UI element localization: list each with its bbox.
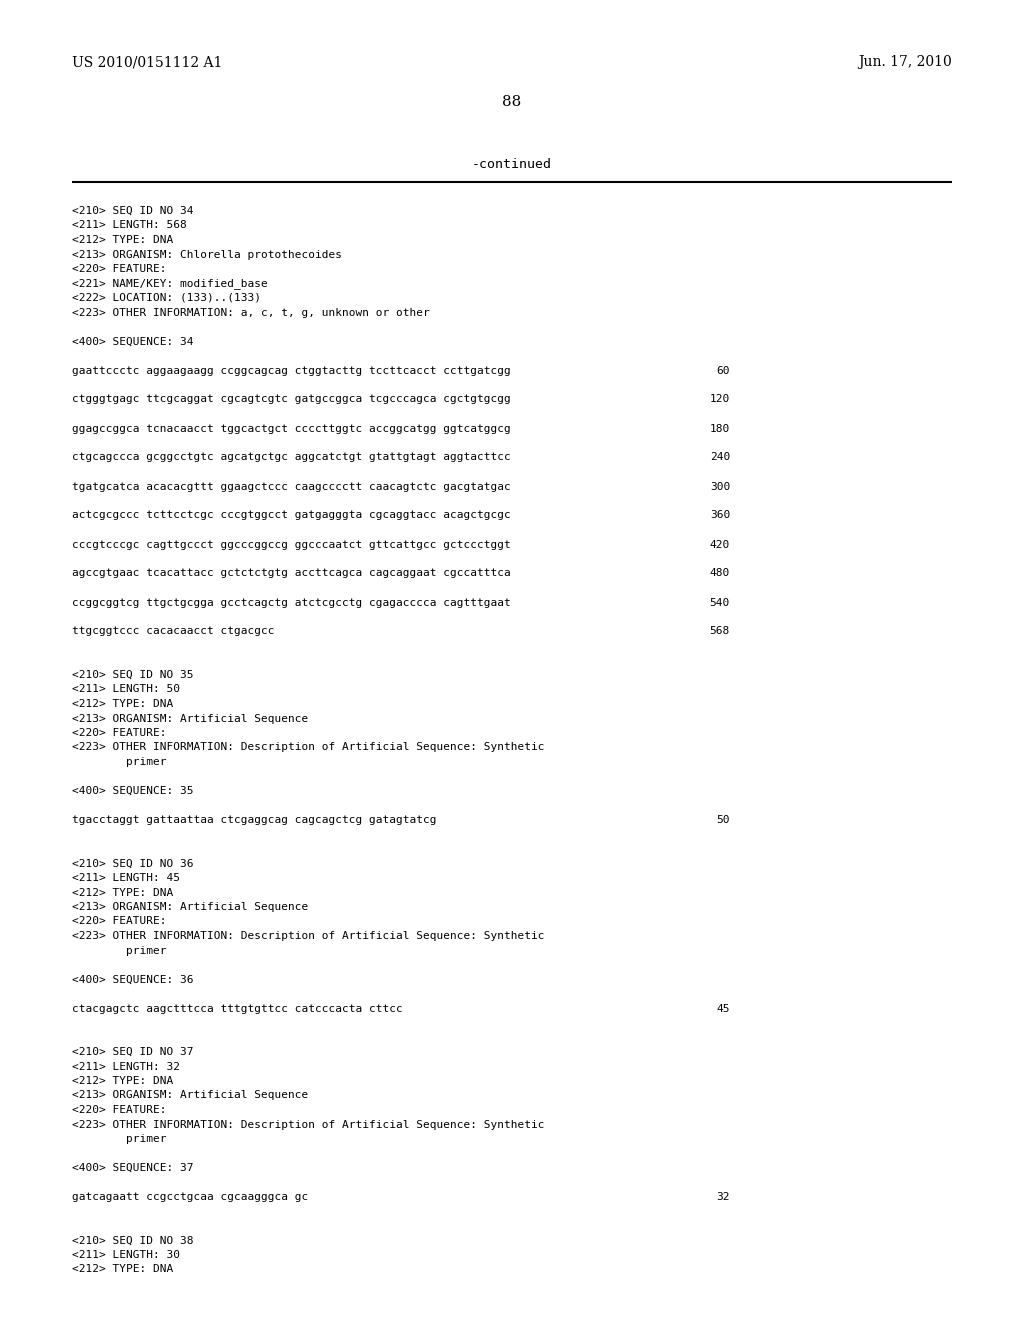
Text: 88: 88	[503, 95, 521, 110]
Text: cccgtcccgc cagttgccct ggcccggccg ggcccaatct gttcattgcc gctccctggt: cccgtcccgc cagttgccct ggcccggccg ggcccaa…	[72, 540, 511, 549]
Text: ctgggtgagc ttcgcaggat cgcagtcgtc gatgccggca tcgcccagca cgctgtgcgg: ctgggtgagc ttcgcaggat cgcagtcgtc gatgccg…	[72, 395, 511, 404]
Text: primer: primer	[72, 1134, 167, 1144]
Text: <212> TYPE: DNA: <212> TYPE: DNA	[72, 887, 173, 898]
Text: tgacctaggt gattaattaa ctcgaggcag cagcagctcg gatagtatcg: tgacctaggt gattaattaa ctcgaggcag cagcagc…	[72, 814, 436, 825]
Text: <210> SEQ ID NO 36: <210> SEQ ID NO 36	[72, 858, 194, 869]
Text: gatcagaatt ccgcctgcaa cgcaagggca gc: gatcagaatt ccgcctgcaa cgcaagggca gc	[72, 1192, 308, 1203]
Text: 32: 32	[717, 1192, 730, 1203]
Text: ctgcagccca gcggcctgtc agcatgctgc aggcatctgt gtattgtagt aggtacttcc: ctgcagccca gcggcctgtc agcatgctgc aggcatc…	[72, 453, 511, 462]
Text: <210> SEQ ID NO 35: <210> SEQ ID NO 35	[72, 671, 194, 680]
Text: <211> LENGTH: 45: <211> LENGTH: 45	[72, 873, 180, 883]
Text: 240: 240	[710, 453, 730, 462]
Text: ctacgagctc aagctttcca tttgtgttcc catcccacta cttcc: ctacgagctc aagctttcca tttgtgttcc catccca…	[72, 1003, 402, 1014]
Text: <212> TYPE: DNA: <212> TYPE: DNA	[72, 1265, 173, 1275]
Text: gaattccctc aggaagaagg ccggcagcag ctggtacttg tccttcacct ccttgatcgg: gaattccctc aggaagaagg ccggcagcag ctggtac…	[72, 366, 511, 375]
Text: ggagccggca tcnacaacct tggcactgct ccccttggtc accggcatgg ggtcatggcg: ggagccggca tcnacaacct tggcactgct ccccttg…	[72, 424, 511, 433]
Text: <400> SEQUENCE: 34: <400> SEQUENCE: 34	[72, 337, 194, 346]
Text: ccggcggtcg ttgctgcgga gcctcagctg atctcgcctg cgagacccca cagtttgaat: ccggcggtcg ttgctgcgga gcctcagctg atctcgc…	[72, 598, 511, 607]
Text: <400> SEQUENCE: 37: <400> SEQUENCE: 37	[72, 1163, 194, 1173]
Text: <211> LENGTH: 50: <211> LENGTH: 50	[72, 685, 180, 694]
Text: 540: 540	[710, 598, 730, 607]
Text: <213> ORGANISM: Artificial Sequence: <213> ORGANISM: Artificial Sequence	[72, 714, 308, 723]
Text: ttgcggtccc cacacaacct ctgacgcc: ttgcggtccc cacacaacct ctgacgcc	[72, 627, 274, 636]
Text: US 2010/0151112 A1: US 2010/0151112 A1	[72, 55, 222, 69]
Text: 360: 360	[710, 511, 730, 520]
Text: <220> FEATURE:: <220> FEATURE:	[72, 1105, 167, 1115]
Text: 480: 480	[710, 569, 730, 578]
Text: <223> OTHER INFORMATION: Description of Artificial Sequence: Synthetic: <223> OTHER INFORMATION: Description of …	[72, 1119, 545, 1130]
Text: <213> ORGANISM: Artificial Sequence: <213> ORGANISM: Artificial Sequence	[72, 902, 308, 912]
Text: <211> LENGTH: 32: <211> LENGTH: 32	[72, 1061, 180, 1072]
Text: <213> ORGANISM: Artificial Sequence: <213> ORGANISM: Artificial Sequence	[72, 1090, 308, 1101]
Text: 50: 50	[717, 814, 730, 825]
Text: <222> LOCATION: (133)..(133): <222> LOCATION: (133)..(133)	[72, 293, 261, 304]
Text: <223> OTHER INFORMATION: Description of Artificial Sequence: Synthetic: <223> OTHER INFORMATION: Description of …	[72, 742, 545, 752]
Text: 60: 60	[717, 366, 730, 375]
Text: <223> OTHER INFORMATION: a, c, t, g, unknown or other: <223> OTHER INFORMATION: a, c, t, g, unk…	[72, 308, 430, 318]
Text: <213> ORGANISM: Chlorella protothecoides: <213> ORGANISM: Chlorella protothecoides	[72, 249, 342, 260]
Text: primer: primer	[72, 756, 167, 767]
Text: 180: 180	[710, 424, 730, 433]
Text: <211> LENGTH: 30: <211> LENGTH: 30	[72, 1250, 180, 1261]
Text: agccgtgaac tcacattacc gctctctgtg accttcagca cagcaggaat cgccatttca: agccgtgaac tcacattacc gctctctgtg accttca…	[72, 569, 511, 578]
Text: -continued: -continued	[472, 158, 552, 172]
Text: tgatgcatca acacacgttt ggaagctccc caagcccctt caacagtctc gacgtatgac: tgatgcatca acacacgttt ggaagctccc caagccc…	[72, 482, 511, 491]
Text: <223> OTHER INFORMATION: Description of Artificial Sequence: Synthetic: <223> OTHER INFORMATION: Description of …	[72, 931, 545, 941]
Text: <212> TYPE: DNA: <212> TYPE: DNA	[72, 1076, 173, 1086]
Text: 568: 568	[710, 627, 730, 636]
Text: 420: 420	[710, 540, 730, 549]
Text: <212> TYPE: DNA: <212> TYPE: DNA	[72, 700, 173, 709]
Text: <210> SEQ ID NO 37: <210> SEQ ID NO 37	[72, 1047, 194, 1057]
Text: <220> FEATURE:: <220> FEATURE:	[72, 264, 167, 275]
Text: 120: 120	[710, 395, 730, 404]
Text: <400> SEQUENCE: 36: <400> SEQUENCE: 36	[72, 974, 194, 985]
Text: primer: primer	[72, 945, 167, 956]
Text: actcgcgccc tcttcctcgc cccgtggcct gatgagggta cgcaggtacc acagctgcgc: actcgcgccc tcttcctcgc cccgtggcct gatgagg…	[72, 511, 511, 520]
Text: <220> FEATURE:: <220> FEATURE:	[72, 729, 167, 738]
Text: 45: 45	[717, 1003, 730, 1014]
Text: Jun. 17, 2010: Jun. 17, 2010	[858, 55, 952, 69]
Text: <212> TYPE: DNA: <212> TYPE: DNA	[72, 235, 173, 246]
Text: <210> SEQ ID NO 38: <210> SEQ ID NO 38	[72, 1236, 194, 1246]
Text: <210> SEQ ID NO 34: <210> SEQ ID NO 34	[72, 206, 194, 216]
Text: <221> NAME/KEY: modified_base: <221> NAME/KEY: modified_base	[72, 279, 267, 289]
Text: <220> FEATURE:: <220> FEATURE:	[72, 916, 167, 927]
Text: <211> LENGTH: 568: <211> LENGTH: 568	[72, 220, 186, 231]
Text: 300: 300	[710, 482, 730, 491]
Text: <400> SEQUENCE: 35: <400> SEQUENCE: 35	[72, 785, 194, 796]
